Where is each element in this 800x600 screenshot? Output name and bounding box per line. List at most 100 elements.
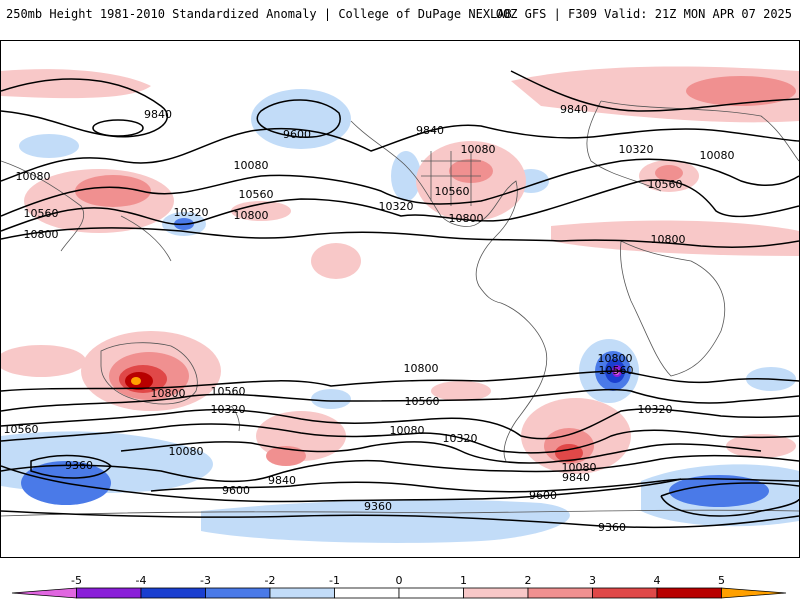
contour-label: 10560 <box>648 178 683 191</box>
colorbar-label: -3 <box>200 574 211 587</box>
contour-label: 10080 <box>16 170 51 183</box>
height-contour <box>510 70 799 112</box>
anomaly-blob <box>655 165 683 181</box>
contour-label: 9600 <box>529 489 557 502</box>
contour-label: 10320 <box>638 403 673 416</box>
height-contour <box>1 423 799 454</box>
anomaly-blob <box>131 377 141 385</box>
contour-label: 10080 <box>700 149 735 162</box>
contour-labels: 9840 9600 9840 10080 10080 10560 10560 1… <box>4 103 735 534</box>
contour-label: 10560 <box>599 364 634 377</box>
contour-label: 10080 <box>234 159 269 172</box>
coastline <box>1 509 799 517</box>
contour-label: 10320 <box>174 206 209 219</box>
contour-label: 10080 <box>562 461 597 474</box>
height-contour <box>660 482 799 517</box>
colorbar-label: -5 <box>71 574 82 587</box>
anomaly-blob <box>201 499 570 543</box>
coastline <box>421 151 481 206</box>
height-contour <box>120 441 762 464</box>
contour-label: 10560 <box>405 395 440 408</box>
contour-label: 10320 <box>619 143 654 156</box>
negative-anomaly-fills <box>1 89 799 543</box>
contour-label: 9600 <box>222 484 250 497</box>
height-contour <box>1 179 799 232</box>
coastline <box>350 120 518 304</box>
colorbar-label: 1 <box>460 574 467 587</box>
contour-label: 9840 <box>562 471 590 484</box>
contour-label: 10080 <box>461 143 496 156</box>
height-contour <box>1 78 168 138</box>
colorbar-segment <box>527 587 593 599</box>
contour-label: 10800 <box>234 209 269 222</box>
contour-label: 9600 <box>283 128 311 141</box>
anomaly-blob <box>726 434 796 458</box>
colorbar-label: 0 <box>395 574 403 587</box>
colorbar-segment <box>205 587 271 599</box>
colorbar-segment <box>140 587 206 599</box>
contour-label: 10320 <box>379 200 414 213</box>
contour-label: 10800 <box>404 362 439 375</box>
height-contour <box>256 99 341 138</box>
colorbar-segment <box>721 587 787 599</box>
height-contour <box>1 408 799 440</box>
contour-label: 9360 <box>598 521 626 534</box>
colorbar-segment <box>11 587 77 599</box>
colorbar-segment <box>334 587 400 599</box>
anomaly-blob <box>391 151 421 201</box>
contour-label: 10560 <box>435 185 470 198</box>
colorbar-label: 3 <box>589 574 596 587</box>
colorbar-label: -2 <box>264 574 276 587</box>
anomaly-blob <box>75 175 151 207</box>
run-info: 00Z GFS | F309 Valid: 21Z MON APR 07 202… <box>495 7 792 21</box>
contour-label: 10800 <box>449 212 484 225</box>
map-panel: 9840 9600 9840 10080 10080 10560 10560 1… <box>0 40 800 558</box>
contour-label: 10560 <box>239 188 274 201</box>
colorbar-label: 2 <box>524 574 532 587</box>
contour-label: 10080 <box>390 424 425 437</box>
contour-label: 10560 <box>24 207 59 220</box>
height-contour <box>1 124 799 182</box>
height-contour <box>1 465 682 503</box>
colorbar-segment <box>76 587 142 599</box>
colorbar-label: 4 <box>653 574 661 587</box>
anomaly-blob <box>231 201 291 221</box>
map-title: 250mb Height 1981-2010 Standardized Anom… <box>6 7 512 21</box>
contour-label: 9360 <box>364 500 392 513</box>
colorbar: -5 -4 -3 -2 -1 0 1 2 3 4 5 <box>0 562 800 600</box>
contour-label: 10560 <box>211 385 246 398</box>
height-contour <box>1 510 799 529</box>
colorbar-segment <box>463 587 529 599</box>
contour-label: 9360 <box>65 459 93 472</box>
height-contour <box>1 454 799 483</box>
colorbar-segment <box>398 587 464 599</box>
contour-label: 10800 <box>651 233 686 246</box>
anomaly-blob <box>311 389 351 409</box>
contour-label: 9840 <box>268 474 296 487</box>
positive-anomaly-fills <box>1 66 799 474</box>
contour-label: 9840 <box>144 108 172 121</box>
anomaly-map: 9840 9600 9840 10080 10080 10560 10560 1… <box>1 66 799 543</box>
height-contour <box>92 119 144 137</box>
coastline <box>230 405 240 432</box>
colorbar-segment <box>592 587 658 599</box>
coastlines <box>1 100 799 517</box>
contour-label: 10560 <box>4 423 39 436</box>
contour-label: 10320 <box>443 432 478 445</box>
colorbar-segments <box>11 587 787 599</box>
contour-label: 10080 <box>169 445 204 458</box>
contour-label: 10800 <box>598 352 633 365</box>
colorbar-segment <box>656 587 722 599</box>
anomaly-blob <box>266 446 306 466</box>
coastline <box>100 342 198 405</box>
height-contour <box>1 370 799 392</box>
coastline <box>1 160 172 262</box>
contour-label: 10800 <box>24 228 59 241</box>
coastline <box>586 100 799 192</box>
height-contour <box>1 388 799 412</box>
contour-label: 9840 <box>560 103 588 116</box>
colorbar-segment <box>269 587 335 599</box>
anomaly-blob <box>1 69 151 99</box>
height-contour <box>30 454 112 479</box>
anomaly-blob <box>19 134 79 158</box>
